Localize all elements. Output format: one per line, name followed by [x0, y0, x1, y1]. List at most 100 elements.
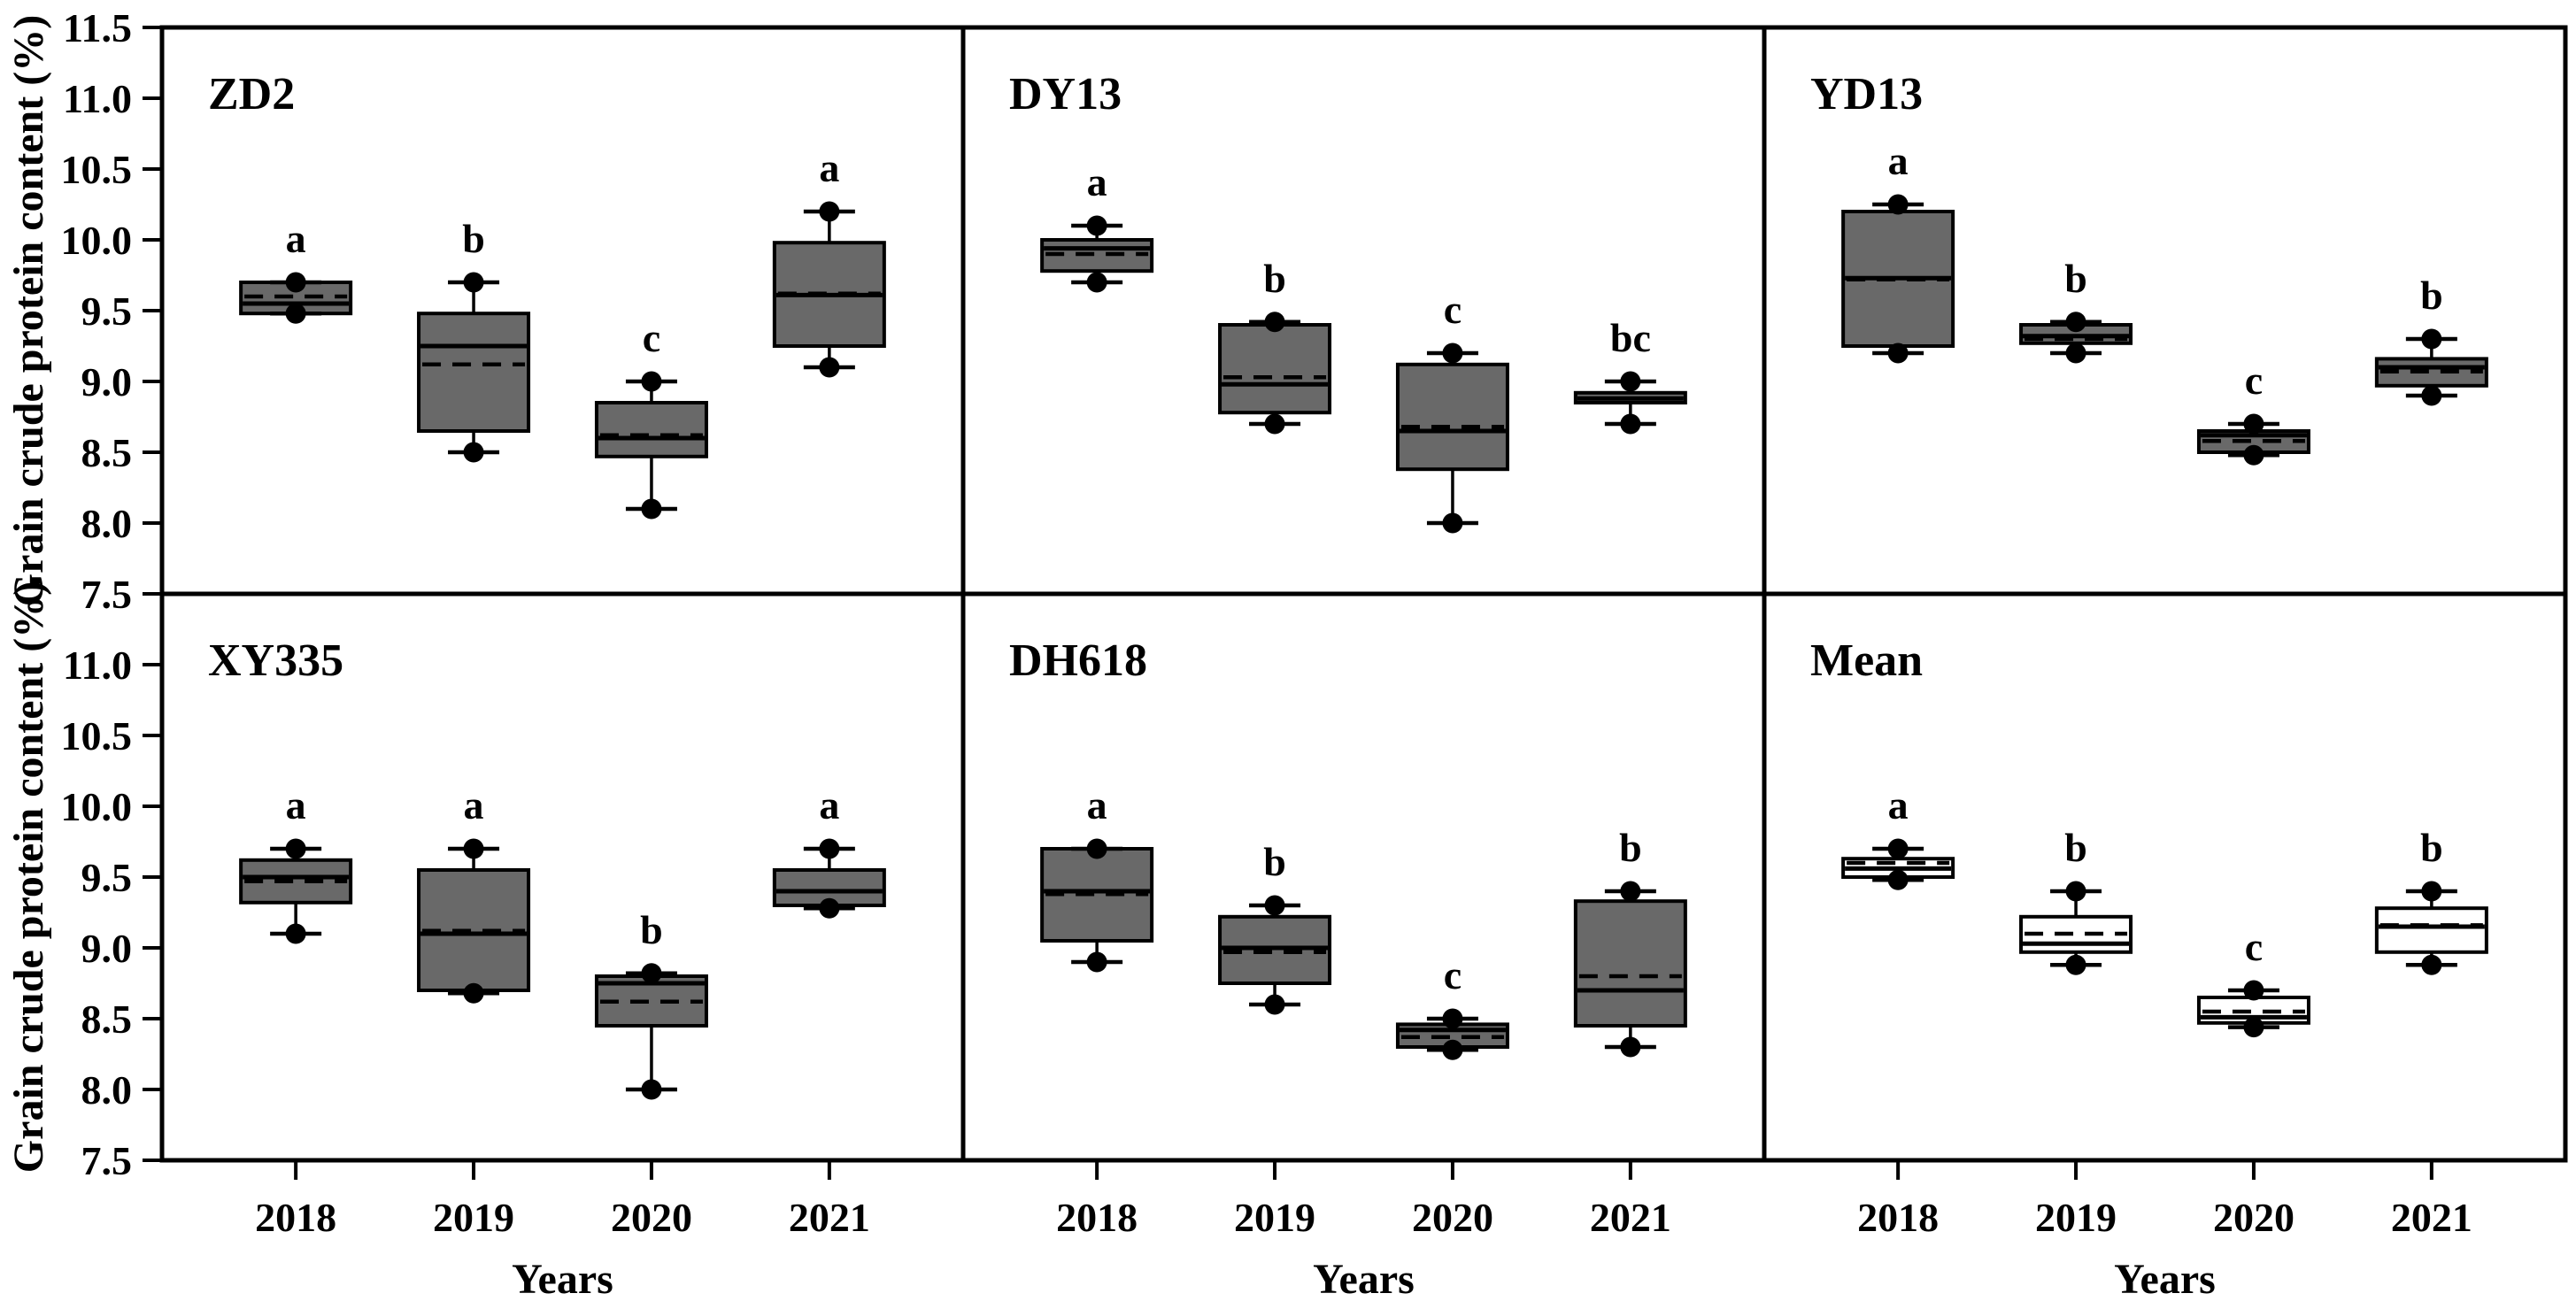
- min-point: [1887, 343, 1909, 364]
- y-tick-label: 10.0: [61, 218, 133, 263]
- min-point: [1887, 869, 1909, 890]
- iqr-box: [417, 312, 531, 434]
- box-zd2-2019: b: [417, 216, 531, 463]
- iqr-box: [2374, 906, 2488, 954]
- x-tick-label: 2019: [2035, 1195, 2117, 1240]
- min-point: [2243, 1017, 2264, 1038]
- box-xy335-2021: a: [772, 782, 886, 919]
- box-dy13-2019: b: [1218, 256, 1332, 435]
- min-point: [1086, 272, 1107, 293]
- box-dy13-2020: c: [1395, 287, 1509, 534]
- significance-letter: b: [2064, 825, 2087, 870]
- y-tick-label: 11.0: [63, 76, 132, 121]
- box-dy13-2018: a: [1040, 159, 1154, 293]
- iqr-box: [1395, 362, 1509, 472]
- box-yd13-2020: c: [2196, 358, 2310, 466]
- x-tick-label: 2021: [2391, 1195, 2472, 1240]
- iqr-box: [1218, 323, 1332, 415]
- significance-letter: a: [819, 782, 839, 828]
- significance-letter: a: [1087, 782, 1107, 828]
- y-tick-label: 11.0: [63, 643, 132, 688]
- min-point: [285, 923, 306, 944]
- min-point: [1264, 413, 1285, 435]
- max-point: [2421, 328, 2442, 350]
- x-tick-label: 2021: [1590, 1195, 1671, 1240]
- significance-letter: c: [2245, 924, 2263, 969]
- x-tick-label: 2020: [1412, 1195, 1493, 1240]
- significance-letter: a: [286, 782, 306, 828]
- y-tick-label: 10.0: [61, 784, 133, 829]
- significance-letter: a: [1888, 138, 1909, 183]
- box-xy335-2019: a: [417, 782, 531, 1004]
- significance-letter: bc: [1610, 315, 1651, 360]
- max-point: [641, 371, 662, 392]
- x-axis-title: Years: [512, 1256, 613, 1297]
- significance-letter: a: [286, 216, 306, 261]
- min-point: [819, 897, 840, 919]
- max-point: [1442, 1008, 1463, 1029]
- y-tick-label: 9.0: [81, 359, 133, 404]
- max-point: [285, 272, 306, 293]
- panel-yd13: YD13 a b c b: [1762, 25, 2568, 597]
- max-point: [1620, 881, 1641, 902]
- box-zd2-2020: c: [594, 315, 708, 520]
- x-tick-label: 2021: [789, 1195, 870, 1240]
- y-tick-label: 9.5: [81, 855, 133, 900]
- min-point: [285, 303, 306, 324]
- panel-title: YD13: [1810, 69, 1923, 119]
- box-yd13-2021: b: [2374, 273, 2488, 406]
- max-point: [2065, 881, 2086, 902]
- iqr-box: [2374, 357, 2488, 388]
- max-point: [2065, 312, 2086, 333]
- box-dh618-2021: b: [1573, 825, 1687, 1058]
- y-axis-title: Grain crude protein content (%): [5, 581, 52, 1173]
- significance-letter: b: [2420, 825, 2443, 870]
- panel-title: Mean: [1810, 635, 1923, 686]
- box-mean-2020: c: [2196, 924, 2310, 1038]
- x-axis-title: Years: [2114, 1256, 2216, 1297]
- box-xy335-2020: b: [594, 907, 708, 1100]
- max-point: [2243, 413, 2264, 435]
- y-tick-label: 9.0: [81, 926, 133, 971]
- max-point: [1264, 895, 1285, 916]
- y-axis-row-1: 11.0 10.5 10.0 9.5 9.0 8.5 8.0 7.5 Grain crude p…: [5, 581, 162, 1183]
- y-axis-title: Grain crude protein content (%): [5, 15, 52, 606]
- min-point: [463, 442, 484, 463]
- significance-letter: a: [1087, 159, 1107, 204]
- y-tick-label: 8.0: [81, 1067, 133, 1112]
- min-point: [1442, 1039, 1463, 1060]
- y-tick-label: 8.5: [81, 997, 133, 1042]
- x-axis-col-2: 2018 2019 2020 2021 Years: [1857, 1160, 2472, 1301]
- y-tick-label: 10.5: [61, 713, 133, 758]
- iqr-box: [1573, 899, 1687, 1028]
- max-point: [1887, 194, 1909, 215]
- significance-letter: b: [462, 216, 485, 261]
- x-tick-label: 2018: [1056, 1195, 1138, 1240]
- y-axis-row-0: 11.5 11.0 10.5 10.0 9.5 9.0 8.5 8.0 7.5 Grain cru…: [5, 5, 162, 617]
- box-xy335-2018: a: [239, 782, 353, 944]
- box-yd13-2019: b: [2019, 256, 2133, 364]
- x-tick-label: 2018: [1857, 1195, 1939, 1240]
- max-point: [1264, 312, 1285, 333]
- significance-letter: c: [1444, 287, 1462, 332]
- box-mean-2018: a: [1841, 782, 1955, 890]
- min-point: [641, 1079, 662, 1100]
- y-tick-label: 7.5: [81, 1138, 133, 1183]
- significance-letter: c: [643, 315, 660, 360]
- significance-letter: b: [640, 907, 663, 952]
- significance-letter: a: [819, 145, 839, 190]
- box-dy13-2021: bc: [1573, 315, 1687, 435]
- min-point: [641, 498, 662, 520]
- panel-title: ZD2: [208, 69, 295, 119]
- min-point: [2065, 954, 2086, 975]
- max-point: [1086, 838, 1107, 859]
- significance-letter: b: [1619, 825, 1642, 870]
- x-tick-label: 2019: [433, 1195, 514, 1240]
- x-tick-label: 2020: [2213, 1195, 2294, 1240]
- box-mean-2021: b: [2374, 825, 2488, 975]
- min-point: [819, 357, 840, 378]
- max-point: [463, 272, 484, 293]
- y-tick-label: 7.5: [81, 572, 133, 617]
